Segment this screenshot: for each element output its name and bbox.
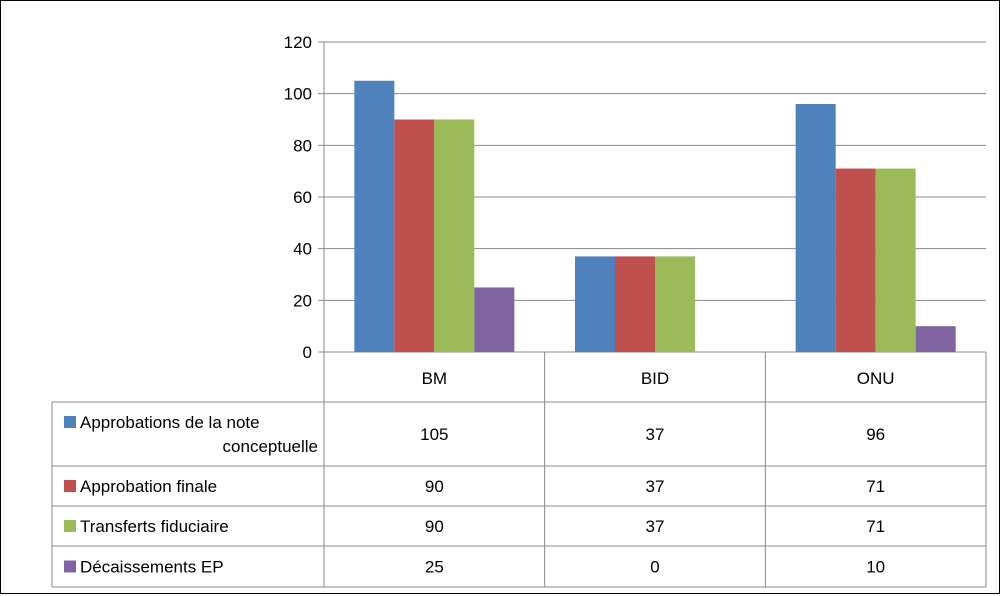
- legend-swatch-series-3: [64, 520, 76, 532]
- bar-bid-series-1: [575, 256, 615, 352]
- legend-swatch-series-2: [64, 480, 76, 492]
- bar-bm-series-1: [354, 80, 395, 352]
- data-table-cell: 105: [420, 425, 448, 444]
- bar-bm-series-4: [474, 287, 515, 352]
- bar-onu-series-3: [875, 168, 916, 352]
- data-table-cell: 96: [866, 425, 885, 444]
- bar-bm-series-2: [394, 119, 435, 352]
- data-table-cell: 90: [425, 517, 444, 536]
- bar-onu-series-2: [835, 168, 876, 352]
- data-table-cell: 37: [646, 425, 665, 444]
- y-tick-label: 40: [293, 240, 312, 259]
- bar-onu-series-4: [915, 326, 956, 352]
- category-label-onu: ONU: [857, 369, 895, 388]
- series-name-label: conceptuelle: [223, 437, 318, 456]
- legend-swatch-series-1: [64, 416, 76, 428]
- series-name-label: Transferts fiduciaire: [80, 517, 229, 536]
- data-table-cell: 10: [866, 558, 885, 577]
- series-name-label: Approbation finale: [80, 477, 217, 496]
- series-name-label: Décaissements EP: [80, 558, 224, 577]
- bar-bid-series-2: [615, 256, 655, 352]
- y-tick-label: 120: [284, 33, 312, 52]
- data-table-cell: 37: [646, 477, 665, 496]
- bar-bm-series-3: [434, 119, 475, 352]
- y-tick-label: 60: [293, 188, 312, 207]
- category-label-bm: BM: [422, 369, 448, 388]
- legend-swatch-series-4: [64, 560, 76, 573]
- data-table-cell: 90: [425, 477, 444, 496]
- data-table-cell: 71: [866, 517, 885, 536]
- bar-bid-series-3: [655, 256, 695, 352]
- y-tick-label: 100: [284, 85, 312, 104]
- data-table-cell: 0: [650, 558, 659, 577]
- data-table-cell: 25: [425, 558, 444, 577]
- data-table-cell: 71: [866, 477, 885, 496]
- y-tick-label: 80: [293, 136, 312, 155]
- series-name-label: Approbations de la note: [80, 413, 260, 432]
- y-tick-label: 20: [293, 291, 312, 310]
- y-tick-label: 0: [303, 343, 312, 362]
- data-table-cell: 37: [646, 517, 665, 536]
- category-label-bid: BID: [641, 369, 669, 388]
- bar-onu-series-1: [795, 104, 836, 352]
